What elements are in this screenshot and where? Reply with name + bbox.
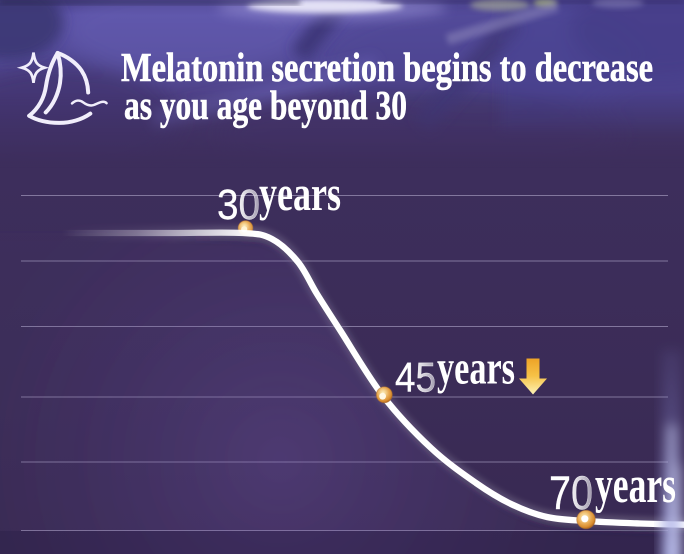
svg-text:Melatonin secretion begins to: Melatonin secretion begins to decrease	[121, 44, 653, 90]
svg-text:as you age beyond 30: as you age beyond 30	[124, 82, 407, 128]
svg-text:years: years	[259, 165, 341, 221]
svg-text:years: years	[437, 342, 515, 395]
svg-text:years: years	[595, 457, 676, 514]
svg-text:30: 30	[217, 181, 260, 229]
svg-text:45: 45	[395, 354, 436, 401]
svg-text:70: 70	[549, 466, 593, 519]
